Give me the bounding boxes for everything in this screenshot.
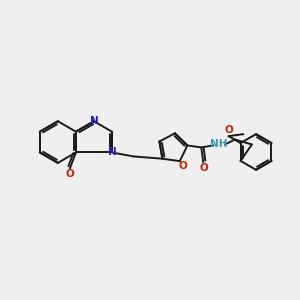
- Text: O: O: [200, 163, 208, 173]
- Text: O: O: [224, 125, 233, 135]
- Text: N: N: [107, 148, 116, 158]
- Text: O: O: [178, 161, 187, 171]
- Text: O: O: [66, 169, 74, 179]
- Text: NH: NH: [210, 140, 228, 149]
- Text: N: N: [89, 116, 98, 126]
